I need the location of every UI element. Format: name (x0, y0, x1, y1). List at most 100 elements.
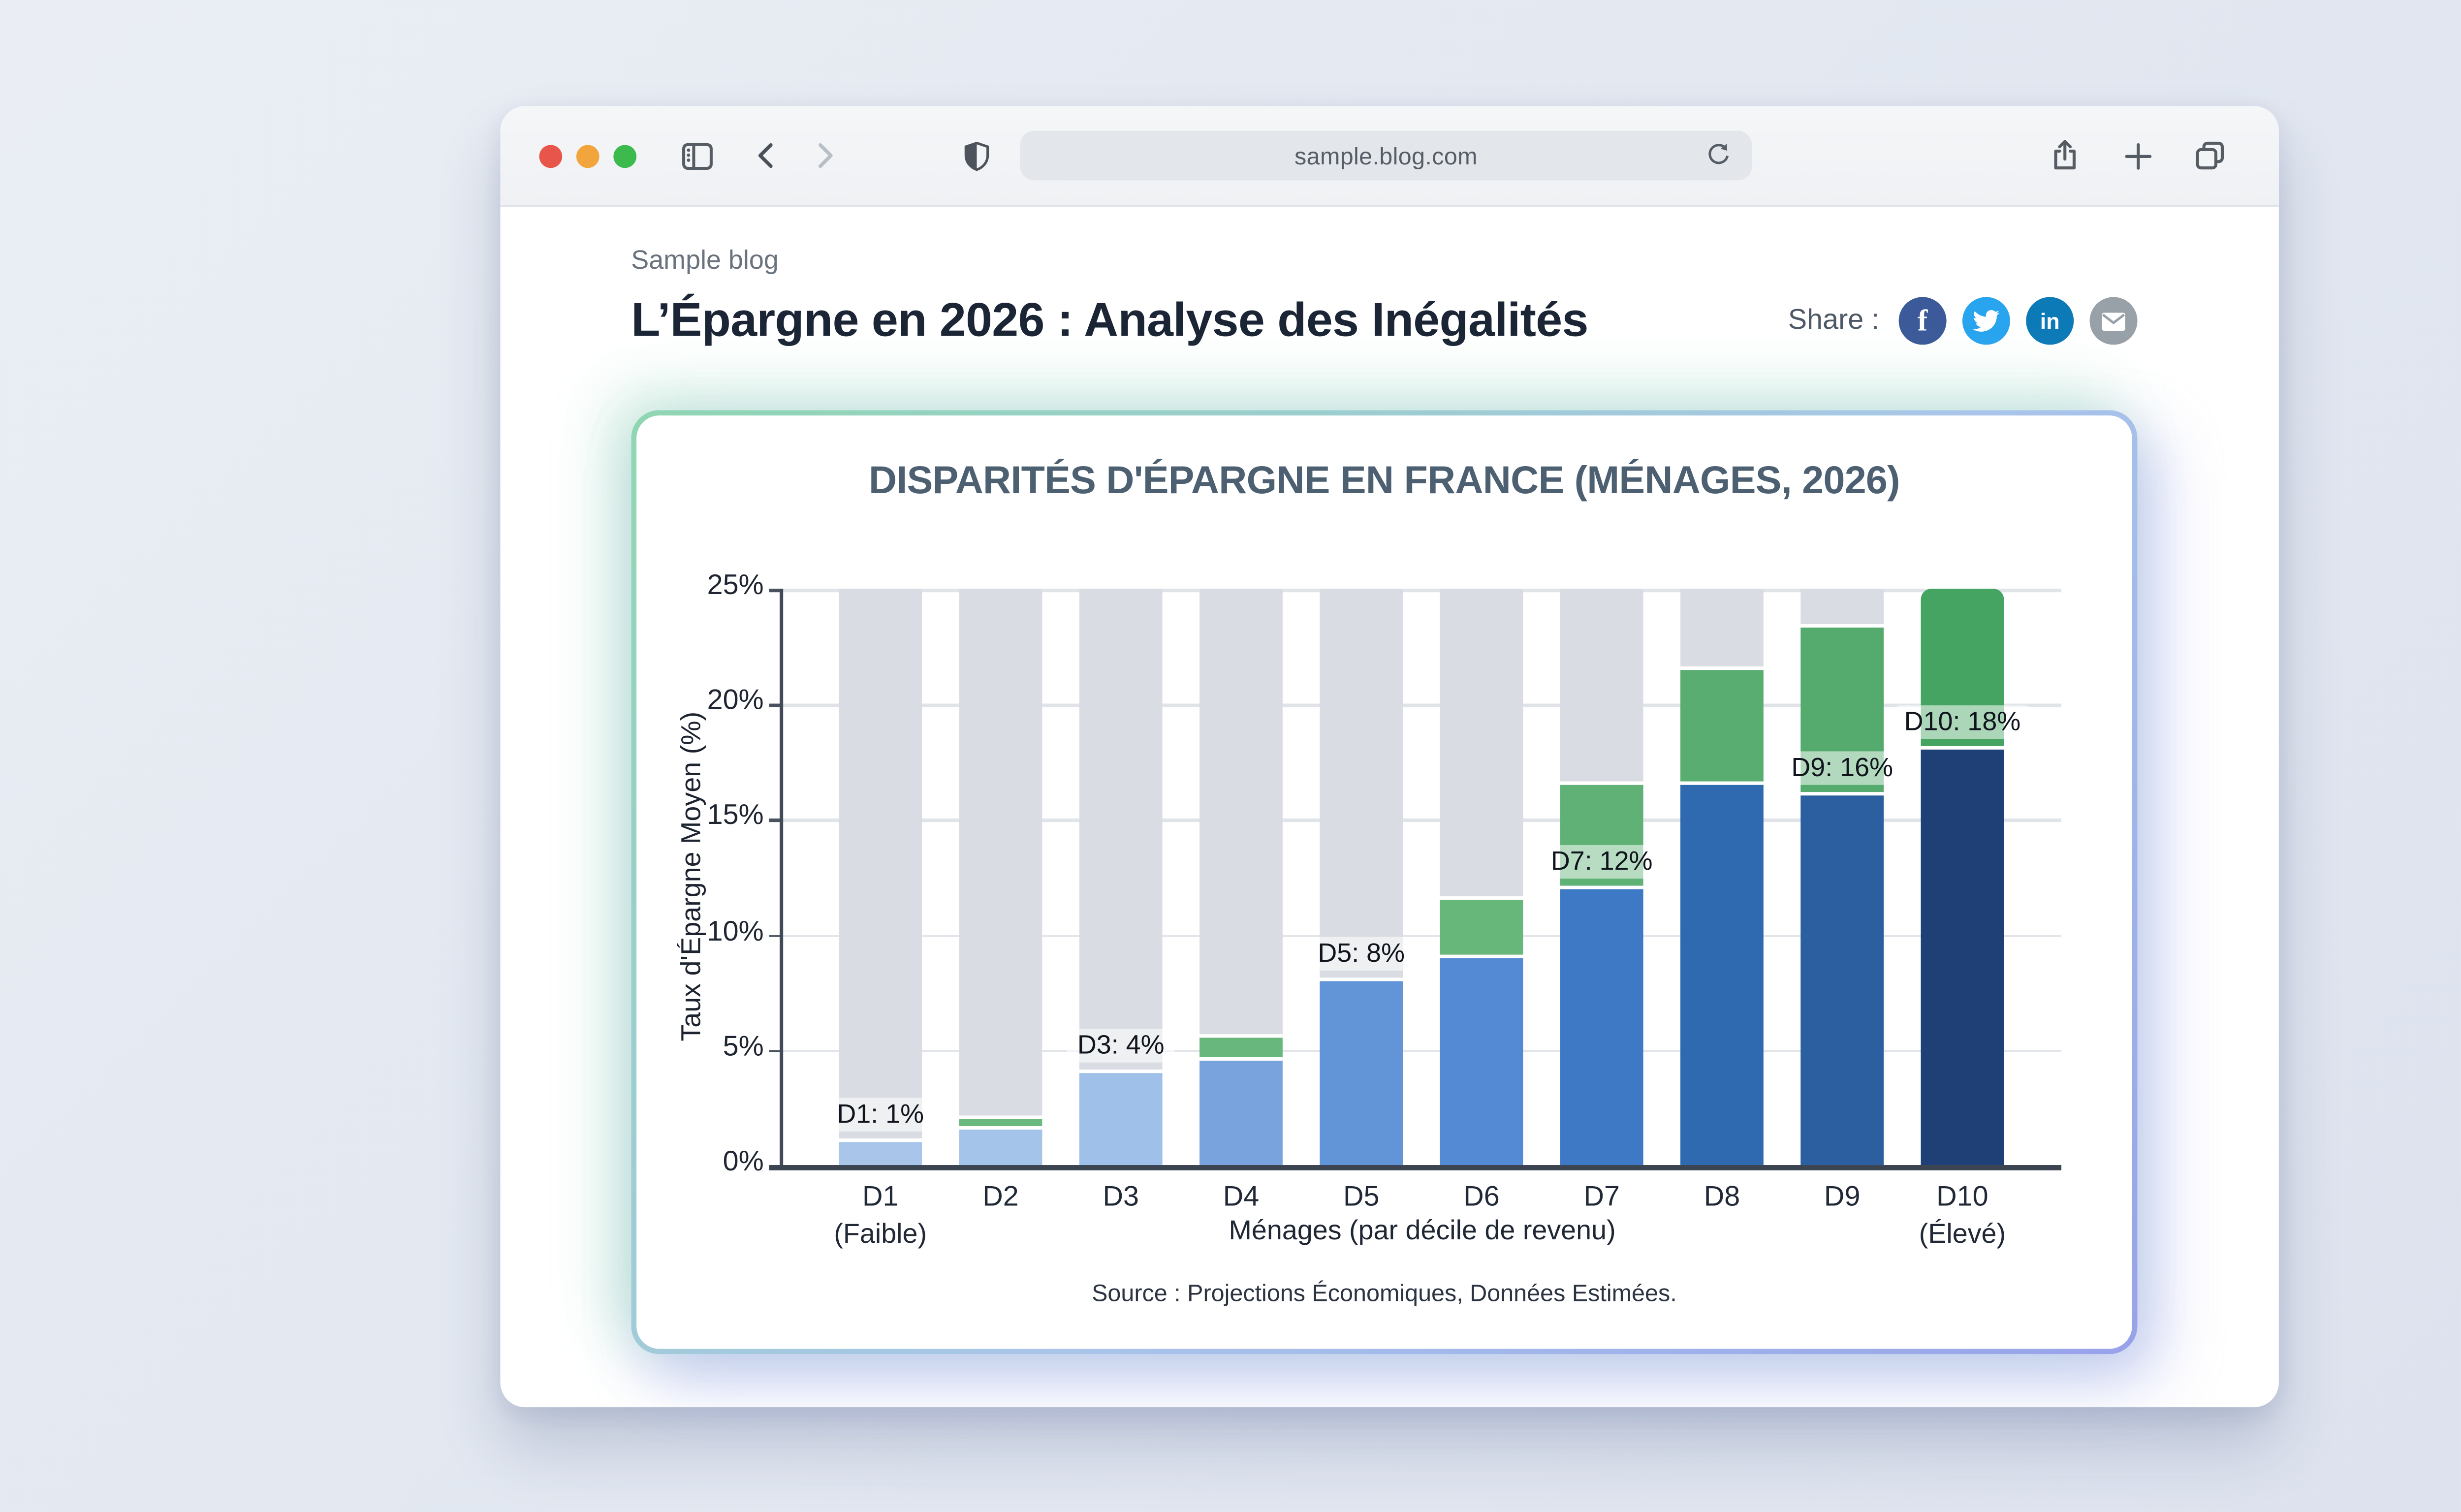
x-category-label-D6: D6 (1463, 1182, 1500, 1213)
bar-D5-blue-segment (1320, 980, 1403, 1166)
bar-value-label-D9: D9: 16% (1780, 752, 1904, 786)
x-category-label-D5: D5 (1343, 1182, 1380, 1213)
bar-D10 (1921, 589, 2004, 1166)
bar-D2-blue-segment (959, 1130, 1042, 1166)
y-tick-mark (769, 1049, 784, 1053)
bar-D8-blue-segment (1680, 785, 1764, 1166)
bar-D4-green-segment (1199, 1038, 1283, 1062)
bar-D3 (1079, 589, 1163, 1166)
share-twitter-button[interactable] (1962, 297, 2010, 345)
bar-value-label-D3: D3: 4% (1067, 1028, 1175, 1063)
back-button[interactable] (744, 132, 790, 178)
bar-D2-green-segment (959, 1119, 1042, 1131)
y-tick-label: 5% (723, 1032, 764, 1062)
browser-window: sample.blog.com (500, 106, 2279, 1408)
linkedin-icon: in (2040, 308, 2060, 334)
share-email-button[interactable] (2089, 297, 2138, 345)
refresh-icon (1704, 141, 1733, 169)
bar-D4 (1199, 589, 1283, 1166)
bar-D5-gray-filler (1320, 589, 1403, 981)
sidebar-toggle-icon (678, 137, 715, 174)
sidebar-toggle-button[interactable] (673, 132, 719, 178)
gridline (783, 704, 2062, 707)
bar-D6 (1440, 589, 1523, 1166)
bar-column-D10: D10: 18% D10 (Élevé) (1893, 589, 2031, 1250)
bar-column-D7: D7: 12% D7 (1540, 589, 1664, 1213)
bar-D2-gray-filler (959, 589, 1042, 1119)
bar-D10-blue-segment (1921, 750, 2004, 1166)
y-tick-label: 10% (707, 916, 764, 947)
bar-D6-green-segment (1440, 900, 1523, 958)
share-bar: Share : f in (1788, 297, 2138, 345)
y-tick-mark (769, 704, 784, 707)
x-axis-title: Ménages (par décile de revenu) (1229, 1216, 1616, 1247)
page-content: Sample blog L’Épargne en 2026 : Analyse … (500, 207, 2278, 1354)
new-tab-button[interactable] (2114, 132, 2160, 178)
back-chevron-icon (752, 140, 784, 172)
x-category-sublabel-D10: (Élevé) (1919, 1220, 2006, 1250)
post-title: L’Épargne en 2026 : Analyse des Inégalit… (631, 293, 1588, 347)
refresh-button[interactable] (1701, 138, 1736, 173)
y-tick-mark (769, 589, 784, 592)
url-bar[interactable]: sample.blog.com (1020, 130, 1752, 181)
forward-button[interactable] (801, 132, 847, 178)
bar-column-D3: D3: 4% D3 (1061, 589, 1181, 1213)
bar-D4-gray-filler (1199, 589, 1283, 1039)
tab-overview-button[interactable] (2187, 132, 2233, 178)
bar-column-D6: D6 (1421, 589, 1542, 1213)
x-category-label-D3: D3 (1103, 1182, 1139, 1213)
bar-D3-gray-filler (1079, 589, 1163, 1073)
x-category-label-D7: D7 (1583, 1182, 1620, 1213)
bar-D8-green-segment (1680, 669, 1764, 785)
bar-D1-gray-filler (839, 589, 922, 1142)
bar-D2 (959, 589, 1042, 1166)
gridline (783, 819, 2062, 822)
bar-D8-gray-filler (1680, 589, 1764, 669)
y-tick-label: 0% (723, 1147, 764, 1178)
y-tick-mark (769, 819, 784, 822)
share-facebook-button[interactable]: f (1898, 297, 1947, 345)
share-linkedin-button[interactable]: in (2026, 297, 2074, 345)
gridline (783, 1049, 2062, 1053)
y-axis-title: Taux d'Épargne Moyen (%) (677, 712, 707, 1042)
twitter-icon (1973, 308, 2000, 334)
gridline (783, 589, 2062, 592)
share-label: Share : (1788, 305, 1880, 335)
share-up-arrow-icon (2047, 138, 2082, 173)
x-axis-line (769, 1165, 2062, 1170)
tab-overview-icon (2192, 138, 2228, 173)
share-page-button[interactable] (2042, 132, 2088, 178)
bar-column-D1: D1: 1% D1 (Faible) (820, 589, 941, 1250)
plus-icon (2120, 139, 2154, 172)
bar-D9 (1800, 589, 1884, 1166)
y-tick-label: 25% (707, 571, 764, 601)
forward-chevron-icon (808, 140, 840, 172)
plot-area: D1: 1% D1 (Faible) D2 D3: 4% D3 D4 D5: 8% D5 D6 D7… (769, 589, 2062, 1250)
post-header-row: L’Épargne en 2026 : Analyse des Inégalit… (631, 292, 2138, 350)
bar-D1 (839, 589, 922, 1166)
bar-column-D5: D5: 8% D5 (1301, 589, 1421, 1213)
chart-title: DISPARITÉS D'ÉPARGNE EN FRANCE (MÉNAGES,… (868, 458, 1900, 503)
bar-D8 (1680, 589, 1764, 1166)
close-window-button[interactable] (539, 144, 563, 167)
bar-D6-blue-segment (1440, 957, 1523, 1166)
zoom-window-button[interactable] (613, 144, 637, 167)
bar-value-label-D10: D10: 18% (1893, 706, 2031, 740)
x-category-label-D4: D4 (1223, 1182, 1260, 1213)
bar-column-D9: D9: 16% D9 (1780, 589, 1904, 1213)
privacy-shield-icon[interactable] (953, 132, 999, 178)
bar-D1-blue-segment (839, 1142, 922, 1166)
y-tick-label: 20% (707, 686, 764, 717)
blog-name: Sample blog (631, 246, 779, 276)
x-category-label-D1: D1 (862, 1182, 899, 1213)
bar-D4-blue-segment (1199, 1061, 1283, 1166)
bar-D9-blue-segment (1800, 796, 1884, 1166)
bar-columns: D1: 1% D1 (Faible) D2 D3: 4% D3 D4 D5: 8% D5 D6 D7… (783, 589, 2061, 1250)
minimize-window-button[interactable] (576, 144, 599, 167)
bar-value-label-D5: D5: 8% (1307, 936, 1416, 970)
bar-D7 (1560, 589, 1643, 1166)
bar-D3-blue-segment (1079, 1072, 1163, 1166)
url-text: sample.blog.com (1294, 142, 1478, 169)
bar-column-D2: D2 (941, 589, 1061, 1213)
